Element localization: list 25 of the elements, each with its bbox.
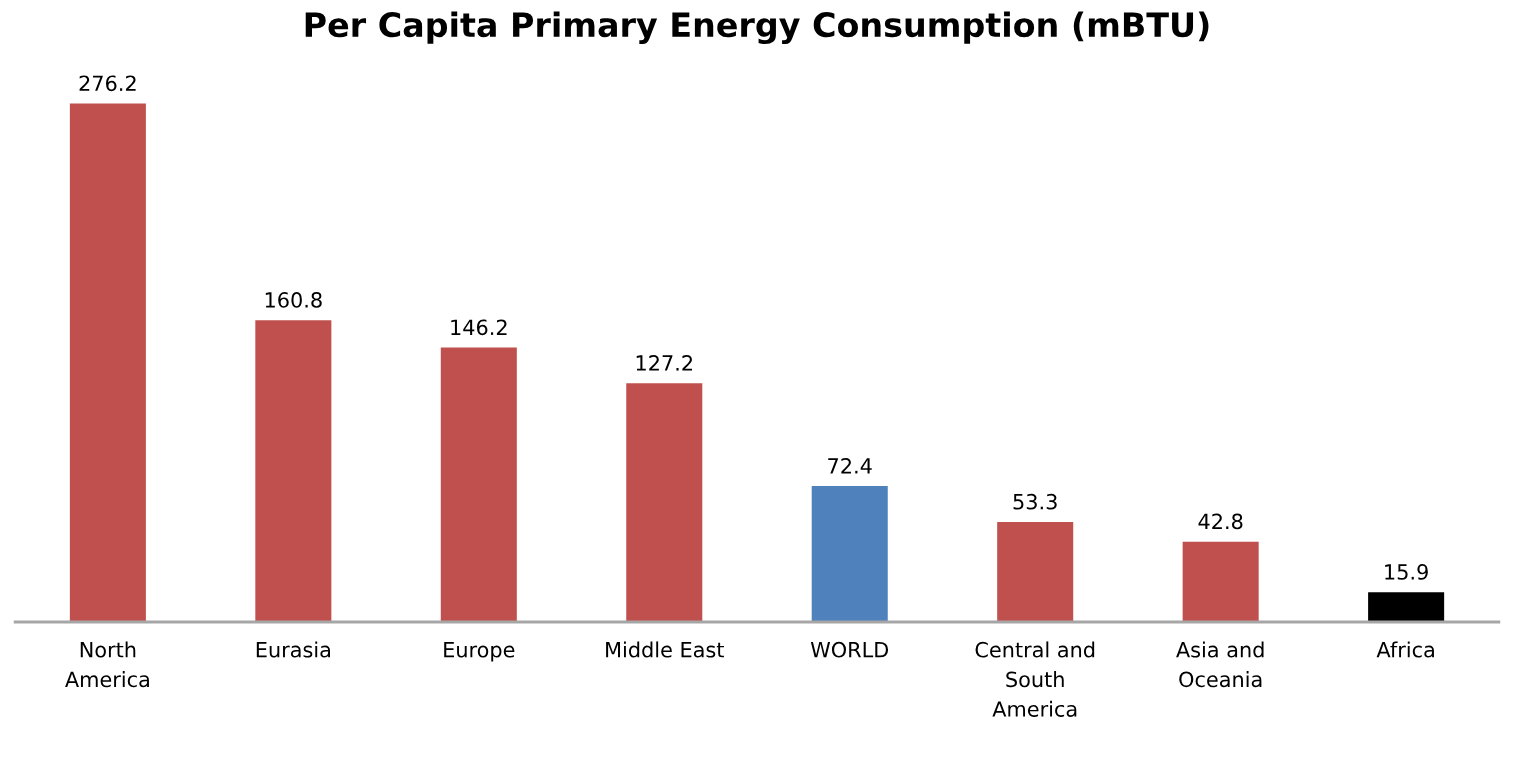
data-label: 72.4 bbox=[828, 457, 872, 474]
bar bbox=[811, 486, 888, 622]
bar bbox=[69, 103, 146, 622]
x-tick-label: Europe bbox=[444, 642, 515, 662]
x-tick-label: North America bbox=[65, 641, 149, 688]
data-label: 53.3 bbox=[1013, 493, 1057, 510]
bar bbox=[440, 347, 517, 622]
data-label: 127.2 bbox=[636, 355, 692, 371]
x-tick-label: WORLD bbox=[810, 641, 889, 658]
data-label: 146.2 bbox=[451, 319, 507, 336]
data-label: 160.8 bbox=[265, 292, 322, 308]
x-tick-label: Asia and Oceania bbox=[1176, 641, 1264, 688]
x-tick-label: Africa bbox=[1376, 641, 1434, 658]
x-tick-label: Eurasia bbox=[256, 641, 330, 658]
data-label: 276.2 bbox=[79, 75, 136, 92]
x-tick-label: Central and South America bbox=[975, 641, 1095, 717]
bar bbox=[255, 320, 332, 622]
bar bbox=[997, 521, 1074, 622]
data-label: 15.9 bbox=[1385, 564, 1428, 580]
chart-title: Per Capita Primary Energy Consumption (mBTU) bbox=[305, 11, 1209, 44]
bar bbox=[626, 383, 703, 622]
bar bbox=[1182, 541, 1259, 622]
bar bbox=[1368, 592, 1445, 622]
x-tick-label: Middle East bbox=[606, 641, 724, 658]
data-label: 42.8 bbox=[1198, 513, 1243, 530]
